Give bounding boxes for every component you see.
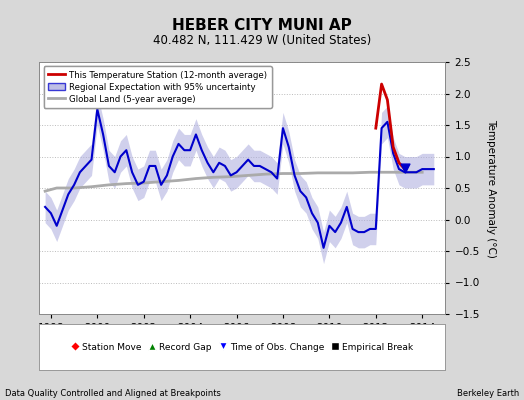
Text: HEBER CITY MUNI AP: HEBER CITY MUNI AP	[172, 18, 352, 33]
Text: 40.482 N, 111.429 W (United States): 40.482 N, 111.429 W (United States)	[153, 34, 371, 47]
Point	[401, 165, 409, 171]
Text: Data Quality Controlled and Aligned at Breakpoints: Data Quality Controlled and Aligned at B…	[5, 389, 221, 398]
Legend: Station Move, Record Gap, Time of Obs. Change, Empirical Break: Station Move, Record Gap, Time of Obs. C…	[68, 339, 417, 355]
Text: Berkeley Earth: Berkeley Earth	[456, 389, 519, 398]
Y-axis label: Temperature Anomaly (°C): Temperature Anomaly (°C)	[486, 118, 496, 258]
Legend: This Temperature Station (12-month average), Regional Expectation with 95% uncer: This Temperature Station (12-month avera…	[43, 66, 272, 108]
